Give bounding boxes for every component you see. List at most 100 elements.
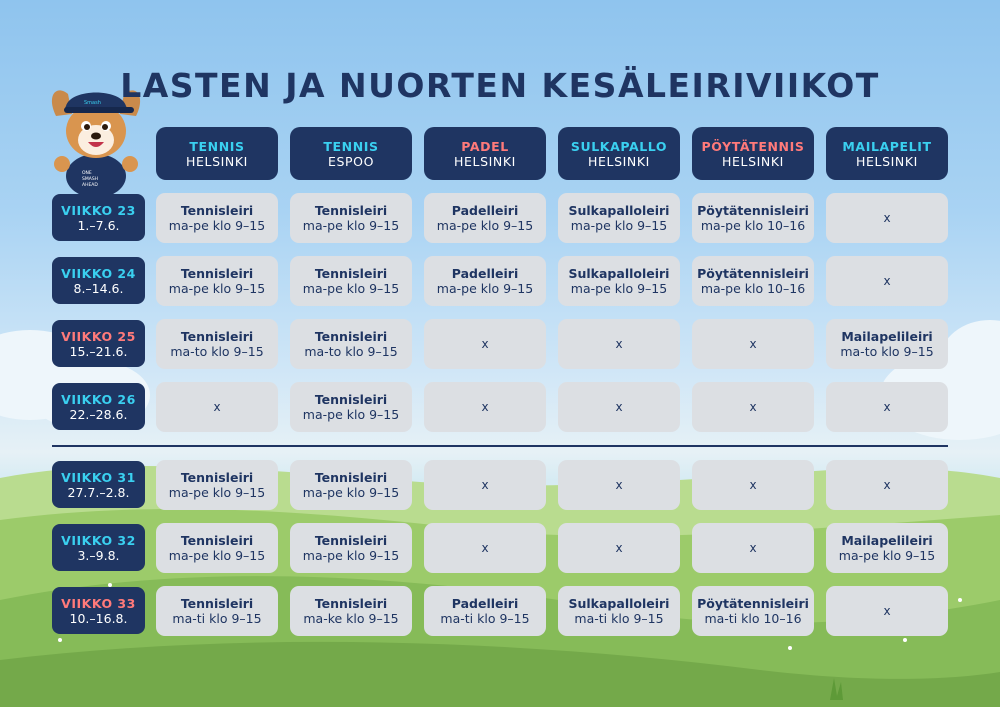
schedule-cell: Tennisleiri ma-pe klo 9–15 [156,460,278,510]
not-available-mark: x [749,540,757,555]
not-available-mark: x [481,477,489,492]
camp-name: Tennisleiri [314,392,388,407]
schedule-cell: x [692,319,814,369]
schedule-cell: x [156,382,278,432]
camp-name: Tennisleiri [180,470,254,485]
camp-time: ma-pe klo 9–15 [302,485,400,500]
schedule-cell: x [558,319,680,369]
column-city: HELSINKI [186,153,248,169]
schedule-cell: x [692,523,814,573]
not-available-mark: x [615,477,623,492]
not-available-mark: x [615,540,623,555]
not-available-mark: x [883,603,891,618]
schedule-cell: Tennisleiri ma-pe klo 9–15 [156,256,278,306]
not-available-mark: x [481,336,489,351]
schedule-cell: Sulkapalloleiri ma-pe klo 9–15 [558,193,680,243]
week-number: VIIKKO 25 [61,328,136,344]
week-label: VIIKKO 32 3.–9.8. [52,524,145,571]
camp-name: Tennisleiri [180,203,254,218]
camp-time: ma-pe klo 9–15 [168,548,266,563]
schedule-cell: Sulkapalloleiri ma-pe klo 9–15 [558,256,680,306]
column-sport: MAILAPELIT [842,138,932,154]
camp-time: ma-to klo 9–15 [170,344,264,359]
schedule-cell: Mailapelileiri ma-to klo 9–15 [826,319,948,369]
schedule-cell: Tennisleiri ma-pe klo 9–15 [156,193,278,243]
camp-name: Padelleiri [451,596,519,611]
camp-time: ma-pe klo 9–15 [168,485,266,500]
week-dates: 3.–9.8. [77,547,120,563]
camp-time: ma-ti klo 10–16 [704,611,802,626]
camp-name: Mailapelileiri [841,329,933,344]
schedule-cell: Tennisleiri ma-pe klo 9–15 [290,460,412,510]
camp-time: ma-pe klo 9–15 [168,281,266,296]
camp-time: ma-pe klo 9–15 [570,281,668,296]
camp-time: ma-pe klo 10–16 [700,281,806,296]
camp-name: Tennisleiri [180,266,254,281]
schedule-cell: Pöytätennisleiri ma-ti klo 10–16 [692,586,814,636]
week-number: VIIKKO 32 [61,532,136,548]
camp-name: Sulkapalloleiri [568,266,670,281]
column-city: HELSINKI [454,153,516,169]
week-dates: 1.–7.6. [77,217,120,233]
camp-time: ma-pe klo 9–15 [302,218,400,233]
schedule-cell: Sulkapalloleiri ma-ti klo 9–15 [558,586,680,636]
schedule-cell: Tennisleiri ma-pe klo 9–15 [290,193,412,243]
column-sport: TENNIS [189,138,245,154]
svg-text:AHEAD: AHEAD [82,182,98,188]
camp-time: ma-pe klo 9–15 [168,218,266,233]
camp-name: Padelleiri [451,266,519,281]
camp-time: ma-pe klo 9–15 [302,281,400,296]
divider [52,445,948,447]
camp-name: Pöytätennisleiri [697,596,809,611]
column-header: MAILAPELIT HELSINKI [826,127,948,180]
not-available-mark: x [615,336,623,351]
schedule-cell: Tennisleiri ma-to klo 9–15 [156,319,278,369]
schedule-cell: Padelleiri ma-ti klo 9–15 [424,586,546,636]
camp-time: ma-pe klo 10–16 [700,218,806,233]
not-available-mark: x [749,399,757,414]
week-number: VIIKKO 26 [61,391,136,407]
camp-name: Tennisleiri [180,596,254,611]
schedule-cell: x [424,460,546,510]
schedule-cell: Tennisleiri ma-pe klo 9–15 [156,523,278,573]
camp-time: ma-pe klo 9–15 [838,548,936,563]
page-title: LASTEN JA NUORTEN KESÄLEIRIVIIKOT [120,66,880,105]
schedule-cell: x [424,319,546,369]
week-number: VIIKKO 33 [61,595,136,611]
column-header: TENNIS ESPOO [290,127,412,180]
week-label: VIIKKO 24 8.–14.6. [52,257,145,304]
schedule-cell: x [558,382,680,432]
column-header: PADEL HELSINKI [424,127,546,180]
schedule-cell: Pöytätennisleiri ma-pe klo 10–16 [692,193,814,243]
week-dates: 22.–28.6. [69,406,128,422]
week-dates: 15.–21.6. [69,343,128,359]
not-available-mark: x [883,210,891,225]
column-city: HELSINKI [588,153,650,169]
camp-time: ma-ti klo 9–15 [440,611,530,626]
schedule-cell: Padelleiri ma-pe klo 9–15 [424,256,546,306]
column-header: SULKAPALLO HELSINKI [558,127,680,180]
column-sport: PÖYTÄTENNIS [701,138,805,154]
schedule-cell: x [826,256,948,306]
column-sport: TENNIS [323,138,379,154]
camp-name: Tennisleiri [314,596,388,611]
camp-name: Tennisleiri [180,329,254,344]
camp-name: Tennisleiri [314,470,388,485]
schedule-cell: x [558,460,680,510]
schedule-cell: Tennisleiri ma-pe klo 9–15 [290,256,412,306]
not-available-mark: x [615,399,623,414]
camp-name: Tennisleiri [314,266,388,281]
schedule-cell: x [558,523,680,573]
week-number: VIIKKO 24 [61,265,136,281]
column-header: PÖYTÄTENNIS HELSINKI [692,127,814,180]
camp-time: ma-pe klo 9–15 [302,548,400,563]
column-header: TENNIS HELSINKI [156,127,278,180]
camp-time: ma-ti klo 9–15 [172,611,262,626]
not-available-mark: x [749,336,757,351]
schedule-cell: Tennisleiri ma-ke klo 9–15 [290,586,412,636]
schedule-cell: x [826,586,948,636]
camp-name: Tennisleiri [180,533,254,548]
svg-text:ONE: ONE [82,170,92,176]
camp-name: Pöytätennisleiri [697,266,809,281]
schedule-cell: Mailapelileiri ma-pe klo 9–15 [826,523,948,573]
